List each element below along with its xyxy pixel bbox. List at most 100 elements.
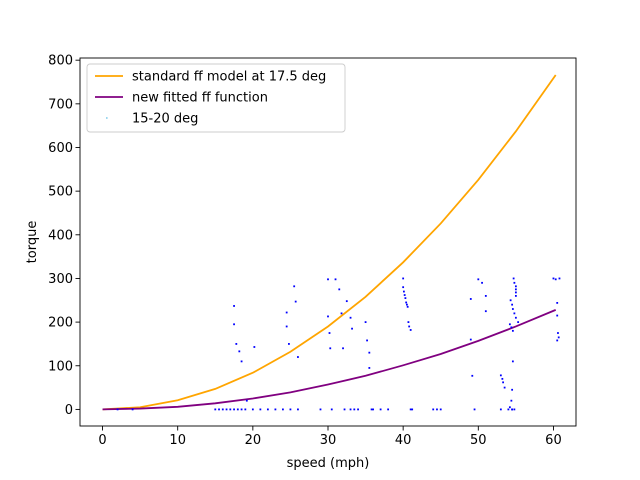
scatter-point bbox=[330, 408, 333, 411]
scatter-point bbox=[484, 295, 487, 297]
scatter-point bbox=[294, 300, 297, 303]
scatter-point bbox=[481, 281, 483, 284]
y-tick-label: 600 bbox=[48, 141, 73, 156]
scatter-point bbox=[245, 399, 248, 402]
scatter-point bbox=[471, 374, 474, 377]
y-axis-label: torque bbox=[25, 221, 40, 264]
scatter-point bbox=[353, 408, 356, 411]
scatter-point bbox=[503, 386, 506, 389]
y-tick-label: 500 bbox=[48, 185, 73, 200]
scatter-point bbox=[552, 277, 555, 280]
scatter-point bbox=[351, 327, 353, 330]
scatter-point bbox=[225, 408, 228, 411]
scatter-point bbox=[411, 408, 414, 411]
scatter-point bbox=[509, 299, 512, 302]
scatter-point bbox=[511, 329, 514, 332]
scatter-point bbox=[372, 408, 374, 411]
scatter-point bbox=[253, 346, 256, 348]
scatter-point bbox=[406, 305, 409, 308]
x-tick-label: 50 bbox=[470, 433, 487, 448]
scatter-point bbox=[511, 408, 514, 411]
scatter-point bbox=[366, 339, 368, 342]
scatter-point bbox=[517, 321, 520, 324]
scatter-point bbox=[501, 377, 504, 380]
scatter-point bbox=[342, 347, 344, 350]
scatter-point bbox=[251, 408, 254, 411]
scatter-point bbox=[402, 286, 405, 289]
scatter-point bbox=[327, 315, 329, 318]
scatter-point bbox=[514, 316, 517, 319]
scatter-point bbox=[514, 291, 517, 294]
scatter-point bbox=[510, 399, 513, 402]
scatter-point bbox=[345, 300, 348, 303]
scatter-point bbox=[297, 356, 299, 358]
x-tick-label: 0 bbox=[98, 433, 106, 448]
scatter-point bbox=[221, 408, 224, 411]
scatter-point bbox=[406, 303, 408, 306]
x-tick-label: 40 bbox=[395, 433, 412, 448]
scatter-point bbox=[556, 339, 559, 342]
scatter-point bbox=[508, 406, 511, 409]
scatter-point bbox=[343, 408, 346, 411]
scatter-point bbox=[409, 329, 412, 331]
scatter-point bbox=[387, 408, 390, 411]
scatter-point bbox=[514, 295, 517, 297]
legend-entry-label: standard ff model at 17.5 deg bbox=[132, 70, 326, 85]
scatter-point bbox=[289, 408, 292, 411]
scatter-point bbox=[340, 312, 343, 315]
scatter-point bbox=[511, 388, 514, 391]
scatter-point bbox=[513, 281, 516, 284]
scatter-point bbox=[514, 288, 517, 291]
scatter-point bbox=[407, 321, 410, 324]
scatter-point bbox=[240, 360, 243, 363]
x-tick-label: 20 bbox=[245, 433, 262, 448]
series-line-1 bbox=[102, 309, 557, 411]
scatter-point bbox=[402, 277, 405, 280]
y-tick-label: 200 bbox=[48, 316, 73, 331]
scatter-point bbox=[502, 381, 505, 384]
scatter-point bbox=[404, 297, 407, 299]
scatter-point bbox=[238, 350, 241, 353]
scatter-point bbox=[511, 308, 514, 310]
scatter-point bbox=[499, 408, 502, 411]
scatter-point bbox=[368, 367, 371, 369]
y-tick-label: 300 bbox=[48, 272, 73, 287]
scatter-point bbox=[131, 408, 134, 411]
scatter-point bbox=[507, 408, 510, 411]
scatter-point bbox=[244, 408, 247, 411]
scatter-point bbox=[484, 310, 487, 313]
scatter-point bbox=[403, 290, 405, 293]
scatter-point bbox=[512, 277, 515, 280]
scatter-point bbox=[285, 325, 288, 328]
scatter-point bbox=[432, 408, 435, 411]
scatter-point bbox=[556, 314, 559, 317]
scatter-point bbox=[235, 343, 238, 345]
scatter-point bbox=[558, 277, 561, 280]
scatter-point bbox=[319, 408, 322, 411]
scatter-point bbox=[282, 408, 284, 411]
scatter-point bbox=[405, 301, 408, 304]
legend-entry-label: 15-20 deg bbox=[132, 112, 198, 127]
scatter-point bbox=[473, 408, 476, 411]
scatter-point bbox=[514, 285, 517, 288]
scatter-point bbox=[436, 408, 438, 411]
scatter-point bbox=[329, 347, 332, 350]
scatter-point bbox=[338, 288, 341, 291]
x-axis-label: speed (mph) bbox=[287, 456, 370, 471]
scatter-point bbox=[511, 303, 514, 306]
scatter-point bbox=[510, 326, 513, 329]
scatter-point bbox=[556, 301, 559, 304]
legend-marker bbox=[106, 117, 108, 119]
scatter-point bbox=[554, 278, 557, 281]
scatter-point bbox=[236, 408, 239, 411]
scatter-point bbox=[229, 408, 232, 411]
scatter-point bbox=[439, 408, 442, 411]
scatter-point bbox=[349, 408, 352, 411]
scatter-point bbox=[233, 323, 235, 326]
scatter-point bbox=[266, 408, 269, 411]
scatter-point bbox=[218, 408, 220, 411]
scatter-point bbox=[233, 408, 235, 411]
scatter-point bbox=[557, 332, 559, 334]
